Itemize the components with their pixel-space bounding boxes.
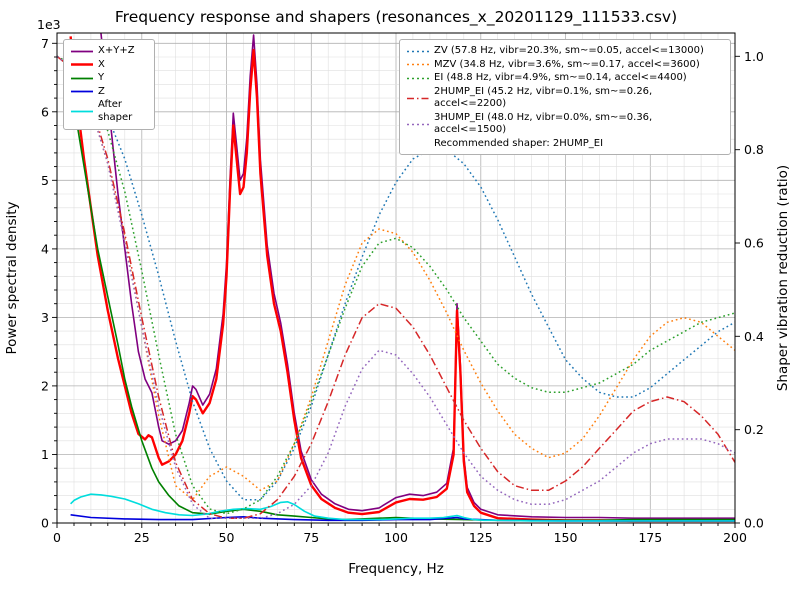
legend-psd: X+Y+Z X Y Z After shaper (63, 39, 155, 130)
legend-line-sample (71, 63, 93, 66)
shaper-curve-2hump-ei (57, 55, 735, 520)
y-left-offset-text: 1e3 (37, 17, 61, 32)
legend-item-ei: EI (48.8 Hz, vibr=4.9%, sm~=0.14, accel<… (407, 72, 723, 85)
y-right-axis-label: Shaper vibration reduction (ratio) (775, 165, 791, 391)
y-left-tick-label: 5 (41, 173, 49, 188)
legend-item-mzv: MZV (34.8 Hz, vibr=3.6%, sm~=0.17, accel… (407, 59, 723, 72)
legend-item-z: Z (71, 86, 147, 99)
y-right-tick-label: 0.2 (744, 422, 764, 437)
y-left-axis-label: Power spectral density (4, 201, 20, 354)
legend-line-sample (407, 64, 429, 66)
x-tick-label: 175 (638, 530, 662, 545)
x-tick-label: 50 (219, 530, 235, 545)
legend-item-2hump-ei: 2HUMP_EI (45.2 Hz, vibr=0.1%, sm~=0.26, … (407, 86, 723, 111)
legend-line-sample (407, 50, 429, 52)
legend-item-zv: ZV (57.8 Hz, vibr=20.3%, sm~=0.05, accel… (407, 45, 723, 58)
legend-line-sample (71, 110, 93, 113)
legend-item-after-shaper: After shaper (71, 99, 147, 124)
legend-item-xyz: X+Y+Z (71, 45, 147, 58)
legend-label: 2HUMP_EI (45.2 Hz, vibr=0.1%, sm~=0.26, … (434, 85, 653, 110)
y-right-tick-label: 0.0 (744, 516, 764, 531)
legend-line-sample (407, 97, 429, 99)
legend-label: EI (48.8 Hz, vibr=4.9%, sm~=0.14, accel<… (434, 72, 687, 83)
legend-line-sample (71, 77, 93, 80)
x-tick-label: 0 (53, 530, 61, 545)
x-tick-label: 125 (469, 530, 493, 545)
x-tick-label: 25 (134, 530, 150, 545)
y-left-tick-label: 7 (41, 36, 49, 51)
x-tick-label: 200 (723, 530, 747, 545)
y-left-tick-label: 2 (41, 378, 49, 393)
x-tick-label: 100 (384, 530, 408, 545)
legend-label: ZV (57.8 Hz, vibr=20.3%, sm~=0.05, accel… (434, 45, 704, 56)
legend-item-x: X (71, 59, 147, 72)
y-right-tick-label: 1.0 (744, 49, 764, 64)
legend-label: MZV (34.8 Hz, vibr=3.6%, sm~=0.17, accel… (434, 58, 700, 70)
y-right-tick-label: 0.6 (744, 236, 764, 251)
shaper-curve-3hump-ei (57, 55, 735, 520)
y-left-tick-label: 4 (41, 241, 49, 256)
y-left-tick-label: 0 (41, 516, 49, 531)
legend-line-sample (71, 50, 93, 53)
recommended-shaper-note: Recommended shaper: 2HUMP_EI (434, 137, 604, 149)
x-axis-label: Frequency, Hz (348, 561, 444, 577)
legend-shapers: ZV (57.8 Hz, vibr=20.3%, sm~=0.05, accel… (399, 39, 731, 155)
legend-label: Z (98, 85, 105, 97)
legend-line-sample (407, 77, 429, 79)
y-right-tick-label: 0.4 (744, 329, 764, 344)
legend-line-sample (407, 123, 429, 125)
shaper-curve-zv (57, 55, 735, 501)
chart-title: Frequency response and shapers (resonanc… (114, 8, 678, 26)
legend-label: X (98, 58, 105, 70)
y-left-tick-label: 1 (41, 447, 49, 462)
shaper-curve-mzv (57, 55, 735, 501)
legend-item-y: Y (71, 72, 147, 85)
x-tick-label: 75 (303, 530, 319, 545)
psd-curve-x (69, 36, 735, 523)
psd-curve-after-shaper (70, 493, 735, 522)
legend-label: After shaper (98, 99, 133, 123)
y-right-tick-label: 0.8 (744, 142, 764, 157)
legend-item-3hump-ei: 3HUMP_EI (48.0 Hz, vibr=0.0%, sm~=0.36, … (407, 112, 723, 137)
legend-line-sample (71, 90, 93, 93)
legend-label: Y (98, 72, 105, 83)
shaper-curve-ei (57, 55, 735, 515)
legend-label: 3HUMP_EI (48.0 Hz, vibr=0.0%, sm~=0.36, … (434, 111, 653, 136)
y-left-tick-label: 6 (41, 104, 49, 119)
legend-label: X+Y+Z (98, 45, 135, 56)
x-tick-label: 150 (554, 530, 578, 545)
y-left-tick-label: 3 (41, 310, 49, 325)
